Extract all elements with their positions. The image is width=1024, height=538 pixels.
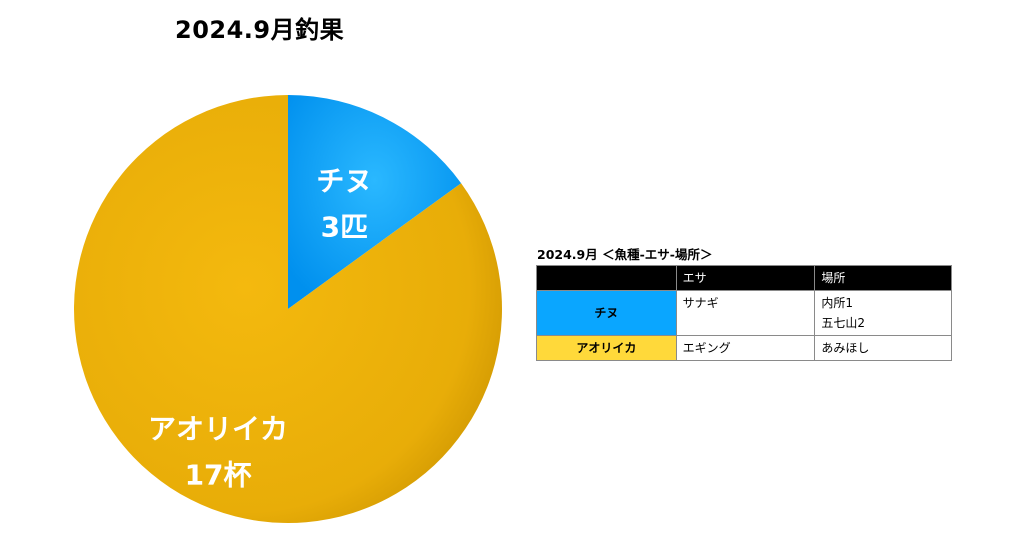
pie-slice-1 [73,95,503,523]
pie-slice-0 [288,95,462,309]
place-line: 内所1 [821,296,853,310]
bait-cell: エギング [675,335,816,361]
fish-cell: チヌ [536,290,677,336]
header-fish [536,265,677,291]
place-cell: あみほし [814,335,952,361]
table-row: アオリイカ エギング あみほし [536,335,952,361]
slice-value-label: 17杯 [185,458,252,491]
chart-title: 2024.9月釣果 [175,16,345,44]
slice-value-label: 3匹 [321,210,368,243]
fish-cell: アオリイカ [536,335,677,361]
place-cell: 内所1 五七山2 [814,290,952,336]
table-row: チヌ サナギ 内所1 五七山2 [536,290,952,336]
table-title: 2024.9月 ＜魚種-エサ-場所＞ [537,247,713,262]
bait-cell: サナギ [675,290,816,336]
catch-table: エサ 場所 チヌ サナギ 内所1 五七山2 アオリイカ エギング あみほし [536,265,952,361]
slice-name-label: チヌ [316,164,372,197]
table-header-row: エサ 場所 [536,265,952,291]
place-line: あみほし [821,341,870,355]
header-bait: エサ [675,265,816,291]
header-place: 場所 [814,265,952,291]
slice-name-label: アオリイカ [148,412,288,445]
place-line: 五七山2 [821,316,865,330]
